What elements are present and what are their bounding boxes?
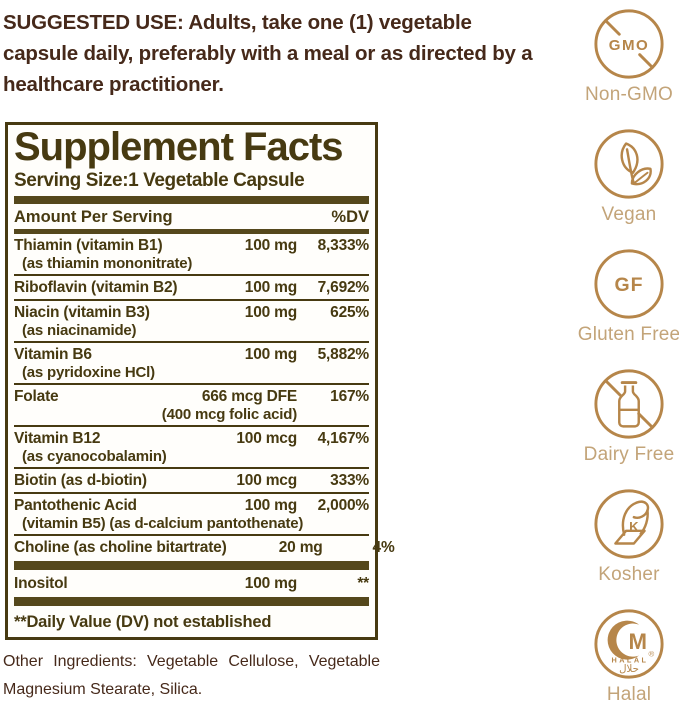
certification-badges: GMO Non-GMO Vegan GF Gluten Free xyxy=(556,7,679,709)
nutrient-subtext: (as thiamin mononitrate) xyxy=(22,255,193,272)
nutrient-name: Niacin (vitamin B3) xyxy=(14,304,150,321)
nutrient-dv: 625% xyxy=(330,304,369,321)
badge-label: Gluten Free xyxy=(577,324,679,345)
gmo-slash-icon: GMO xyxy=(594,9,664,79)
nutrient-subtext: (400 mcg folic acid) xyxy=(161,406,297,423)
badge-dairy-free: Dairy Free xyxy=(584,367,675,487)
nutrient-name: Folate xyxy=(14,388,59,405)
gf-symbol-text: GF xyxy=(615,274,644,296)
nutrient-amount: 666 mcg DFE xyxy=(201,388,297,405)
divider-bar xyxy=(14,561,369,570)
serving-size: Serving Size:1 Vegetable Capsule xyxy=(14,170,305,191)
badge-gluten-free: GF Gluten Free xyxy=(578,247,679,367)
halal-arabic-text: حلال xyxy=(619,664,639,675)
nutrient-name: Pantothenic Acid xyxy=(14,497,137,514)
panel-header-row: Amount Per Serving %DV xyxy=(14,204,369,229)
nutrient-row-thiamin: Thiamin (vitamin B1) 100 mg 8,333% (as t… xyxy=(14,234,369,274)
nutrient-dv: 7,692% xyxy=(317,279,370,296)
nutrient-dv: ** xyxy=(357,575,369,592)
amount-per-serving-header: Amount Per Serving xyxy=(14,208,173,226)
nutrient-dv: 167% xyxy=(330,388,369,405)
badge-label: Non-GMO xyxy=(585,84,673,105)
nutrient-amount: 100 mg xyxy=(244,304,297,321)
nutrient-row-niacin: Niacin (vitamin B3) 100 mg 625% (as niac… xyxy=(14,299,369,341)
nutrient-name: Vitamin B12 xyxy=(14,430,101,447)
nutrient-row-folate: Folate 666 mcg DFE 167% (400 mcg folic a… xyxy=(14,383,369,425)
milk-bottle-slash-icon xyxy=(594,369,664,439)
nutrient-dv: 4% xyxy=(372,539,395,556)
nutrient-name: Thiamin (vitamin B1) xyxy=(14,237,163,254)
nutrient-amount: 100 mcg xyxy=(236,430,297,447)
divider-bar xyxy=(14,597,369,606)
badge-label: Halal xyxy=(606,684,652,705)
halal-m-text: M xyxy=(628,629,647,654)
leaves-icon xyxy=(594,129,664,199)
badge-non-gmo: GMO Non-GMO xyxy=(585,7,673,127)
suggested-use-text: SUGGESTED USE: Adults, take one (1) vege… xyxy=(3,11,533,96)
nutrient-amount: 100 mg xyxy=(244,346,297,363)
kosher-symbol-text: K xyxy=(629,519,639,534)
nutrient-name: Choline (as choline bitartrate) xyxy=(14,539,227,556)
nutrient-subtext: (as cyanocobalamin) xyxy=(22,448,167,465)
supplement-facts-panel: Supplement Facts Serving Size:1 Vegetabl… xyxy=(5,122,395,640)
nutrient-amount: 100 mg xyxy=(244,575,297,592)
badge-vegan: Vegan xyxy=(592,127,666,247)
nutrient-subtext: (as niacinamide) xyxy=(22,322,137,339)
divider-bar xyxy=(14,196,369,204)
nutrient-row-vitamin-b12: Vitamin B12 100 mcg 4,167% (as cyanocoba… xyxy=(14,425,369,467)
nutrient-row-riboflavin: Riboflavin (vitamin B2) 100 mg 7,692% xyxy=(14,274,369,299)
nutrient-subtext: (as pyridoxine HCl) xyxy=(22,364,155,381)
badge-label: Dairy Free xyxy=(583,444,675,465)
badge-kosher: K Kosher xyxy=(592,487,666,607)
nutrient-amount: 100 mg xyxy=(244,237,297,254)
nutrient-amount: 100 mg xyxy=(244,279,297,296)
supplement-facts-title: Supplement Facts xyxy=(14,125,344,169)
dv-header: %DV xyxy=(331,208,369,226)
nutrient-row-inositol: Inositol 100 mg ** xyxy=(14,572,369,595)
divider-bar xyxy=(14,229,369,234)
nutrient-subtext: (vitamin B5) (as d-calcium pantothenate) xyxy=(22,515,304,532)
other-ingredients-text: Other Ingredients: Vegetable Cellulose, … xyxy=(3,653,380,698)
nutrient-dv: 5,882% xyxy=(317,346,370,363)
nutrient-amount: 100 mg xyxy=(244,497,297,514)
gmo-symbol-text: GMO xyxy=(609,37,649,54)
badge-label: Vegan xyxy=(601,204,657,225)
nutrient-dv: 333% xyxy=(330,472,369,489)
nutrient-dv: 8,333% xyxy=(317,237,370,254)
daily-value-footnote: **Daily Value (DV) not established xyxy=(14,613,272,631)
nutrient-name: Biotin (as d-biotin) xyxy=(14,472,147,489)
gf-icon: GF xyxy=(594,249,664,319)
halal-crescent-icon: M ® HALAL حلال xyxy=(594,609,664,679)
badge-halal: M ® HALAL حلال Halal xyxy=(592,607,666,709)
nutrient-name: Vitamin B6 xyxy=(14,346,92,363)
nutrient-dv: 4,167% xyxy=(317,430,370,447)
nutrient-dv: 2,000% xyxy=(317,497,370,514)
kosher-scroll-icon: K xyxy=(594,489,664,559)
nutrient-amount: 100 mcg xyxy=(236,472,297,489)
registered-mark: ® xyxy=(649,650,655,659)
halal-word-text: HALAL xyxy=(612,656,649,665)
badge-label: Kosher xyxy=(598,564,660,585)
nutrient-row-pantothenic-acid: Pantothenic Acid 100 mg 2,000% (vitamin … xyxy=(14,492,369,534)
nutrient-row-choline: Choline (as choline bitartrate) 20 mg 4% xyxy=(14,534,395,559)
nutrient-row-vitamin-b6: Vitamin B6 100 mg 5,882% (as pyridoxine … xyxy=(14,341,369,383)
nutrient-row-biotin: Biotin (as d-biotin) 100 mcg 333% xyxy=(14,467,369,492)
nutrient-name: Inositol xyxy=(14,575,68,592)
nutrient-name: Riboflavin (vitamin B2) xyxy=(14,279,178,296)
nutrient-amount: 20 mg xyxy=(278,539,323,556)
